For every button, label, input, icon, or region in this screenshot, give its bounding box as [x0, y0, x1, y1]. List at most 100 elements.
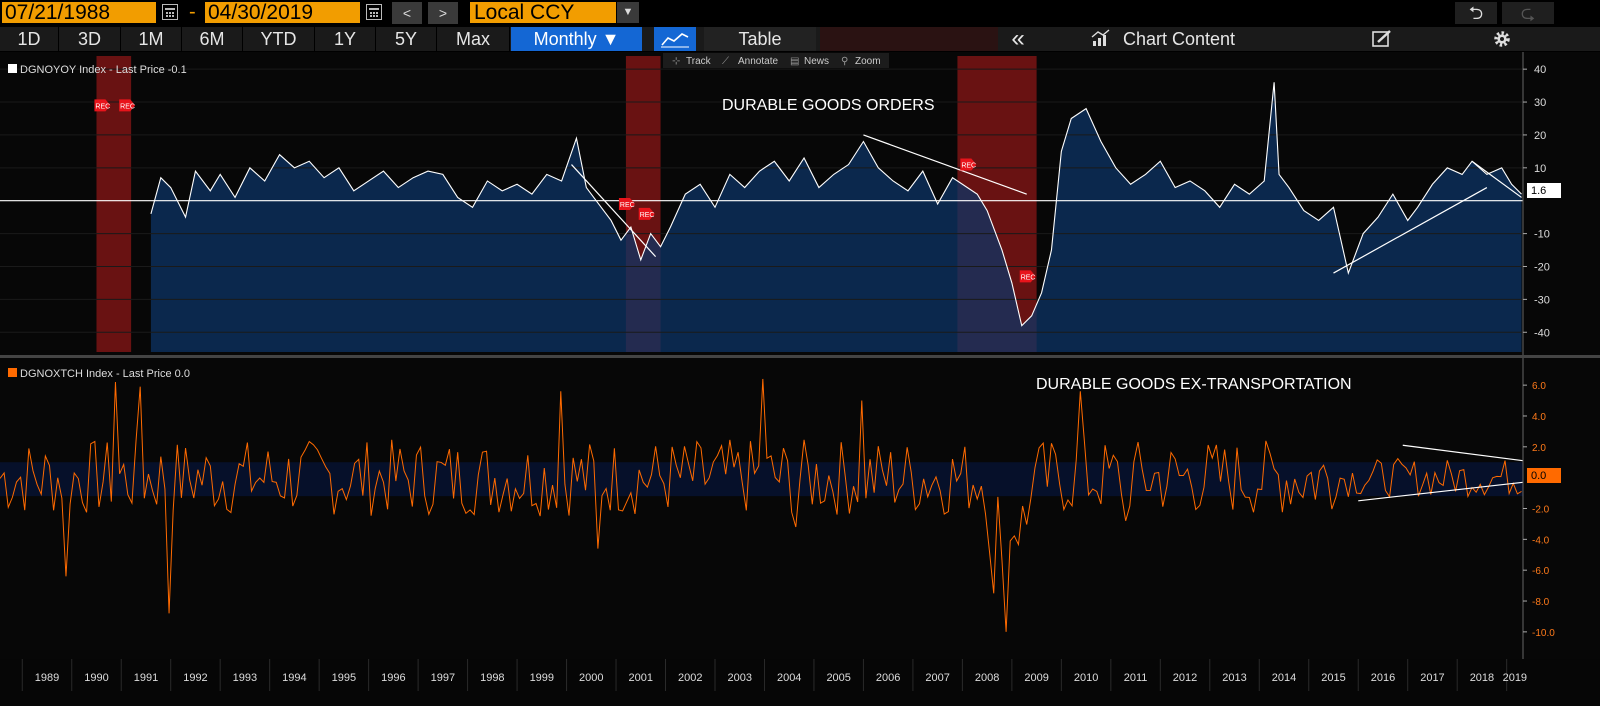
- legend-top: DGNOYOY Index - Last Price -0.1: [20, 64, 187, 76]
- rec-marker-shape: [638, 207, 655, 220]
- rec-marker-label: REC: [1021, 274, 1036, 281]
- period-1y[interactable]: 1Y: [315, 27, 376, 51]
- period-6m[interactable]: 6M: [182, 27, 243, 51]
- tool-zoom[interactable]: Zoom: [855, 56, 881, 67]
- x-tick-label: 1991: [134, 672, 158, 684]
- rec-marker-shape: [960, 158, 977, 171]
- line-chart-icon[interactable]: [654, 27, 696, 51]
- x-tick-label: 2010: [1074, 672, 1098, 684]
- rec-marker-label: REC: [120, 103, 135, 110]
- trendline: [571, 164, 657, 258]
- last-price-tag-top: 1.6: [1527, 183, 1561, 198]
- series-line-dgnoyoy: [150, 82, 1522, 327]
- x-tick-label: 2000: [579, 672, 603, 684]
- tool-annotate[interactable]: Annotate: [738, 56, 778, 67]
- x-tick-label: 2001: [629, 672, 653, 684]
- frequency-monthly-dropdown[interactable]: Monthly ▼: [511, 27, 642, 51]
- trendline: [1358, 481, 1524, 502]
- x-tick-label: 2019: [1503, 672, 1527, 684]
- x-tick-label: 1997: [431, 672, 455, 684]
- gear-icon[interactable]: [1490, 27, 1514, 51]
- chart-content-button[interactable]: Chart Content: [1114, 27, 1284, 51]
- rec-marker-shape: [618, 198, 635, 210]
- x-tick-label: 2013: [1222, 672, 1246, 684]
- undo-button[interactable]: ⮌: [1455, 2, 1497, 24]
- rec-marker-label: REC: [620, 202, 635, 209]
- end-date-field[interactable]: 04/30/2019: [205, 2, 360, 24]
- trendline: [863, 134, 1027, 195]
- y-tick-label: -40: [1534, 327, 1550, 339]
- x-tick-label: 2014: [1272, 672, 1296, 684]
- durable-goods-ex-transport-chart[interactable]: DGNOXTCH Index - Last Price 0.0 DURABLE …: [0, 358, 1600, 659]
- svg-text:1.6: 1.6: [1531, 185, 1546, 197]
- rec-marker-shape: [1019, 270, 1036, 283]
- period-5y[interactable]: 5Y: [376, 27, 437, 51]
- period-ytd[interactable]: YTD: [243, 27, 315, 51]
- y-tick-label: 2.0: [1532, 443, 1546, 454]
- period-1m[interactable]: 1M: [121, 27, 182, 51]
- chart-background: [0, 358, 1600, 659]
- x-tick-label: 2002: [678, 672, 702, 684]
- x-tick-label: 2018: [1470, 672, 1494, 684]
- calendar-icon[interactable]: [366, 4, 382, 20]
- rec-marker-label: REC: [961, 163, 976, 170]
- calendar-icon[interactable]: [162, 4, 178, 20]
- currency-select[interactable]: Local CCY: [470, 2, 616, 24]
- period-max[interactable]: Max: [437, 27, 510, 51]
- collapse-panel-button[interactable]: «: [1000, 27, 1036, 51]
- x-tick-label: 1998: [480, 672, 504, 684]
- x-tick-label: 2009: [1024, 672, 1048, 684]
- period-toolbar: 1D 3D 1M 6M YTD 1Y 5Y Max Monthly ▼ Tabl…: [0, 27, 1600, 51]
- x-tick-label: 1994: [282, 672, 306, 684]
- tool-track[interactable]: Track: [686, 56, 712, 67]
- track-icon: ⊹: [672, 56, 680, 67]
- chart-tools: ⊹ Track ⟋ Annotate ▤ News ⚲ Zoom: [663, 53, 889, 68]
- y-tick-label: -6.0: [1532, 566, 1550, 577]
- x-tick-label: 2006: [876, 672, 900, 684]
- edit-icon[interactable]: [1370, 27, 1394, 51]
- top-plot-area: REC REC REC REC REC REC: [0, 56, 1523, 353]
- tool-news[interactable]: News: [804, 56, 829, 67]
- pane-divider[interactable]: [0, 355, 1600, 358]
- period-3d[interactable]: 3D: [59, 27, 121, 51]
- x-tick-label: 1992: [183, 672, 207, 684]
- next-period-button[interactable]: >: [428, 2, 458, 24]
- y-tick-label: 10: [1534, 163, 1546, 175]
- chart-content-icon: [1090, 27, 1112, 51]
- y-tick-label: -20: [1534, 261, 1550, 273]
- y-tick-label: -10: [1534, 229, 1550, 241]
- y-tick-label: 4.0: [1532, 412, 1546, 423]
- x-tick-label: 1996: [381, 672, 405, 684]
- chevron-down-icon[interactable]: ▼: [617, 2, 639, 23]
- bottom-y-axis: 6.0 4.0 2.0 -2.0 -4.0 -6.0 -8.0 -10.0: [1522, 358, 1555, 659]
- rec-marker: REC: [1019, 270, 1036, 283]
- x-tick-label: 1999: [530, 672, 554, 684]
- x-tick-label: 2007: [925, 672, 949, 684]
- legend-bottom: DGNOXTCH Index - Last Price 0.0: [20, 368, 190, 380]
- durable-goods-orders-chart[interactable]: REC REC REC REC REC REC ⊹ Track ⟋ Annotate ▤ …: [0, 52, 1600, 356]
- x-tick-label: 2003: [727, 672, 751, 684]
- zoom-icon: ⚲: [841, 56, 848, 67]
- start-date-field[interactable]: 07/21/1988: [2, 2, 156, 24]
- trendline: [1471, 160, 1522, 198]
- period-1d[interactable]: 1D: [0, 27, 59, 51]
- rec-marker-shape: [119, 99, 136, 112]
- rec-marker: REC: [618, 198, 635, 210]
- x-tick-label: 2008: [975, 672, 999, 684]
- x-tick-label: 2016: [1371, 672, 1395, 684]
- bottom-plot-area: [0, 378, 1524, 632]
- legend-swatch-white: [8, 64, 17, 73]
- x-tick-label: 1990: [84, 672, 108, 684]
- x-tick-label: 2005: [826, 672, 850, 684]
- y-tick-label: -2.0: [1532, 505, 1550, 516]
- spacer: [820, 27, 998, 51]
- prev-period-button[interactable]: <: [392, 2, 422, 24]
- annotate-icon: ⟋: [722, 56, 729, 67]
- redo-button[interactable]: ⮎: [1502, 2, 1554, 24]
- x-tick-label: 1993: [233, 672, 257, 684]
- annotation-durable-goods-ex-transportation: DURABLE GOODS EX-TRANSPORTATION: [1036, 376, 1352, 393]
- table-button[interactable]: Table: [704, 27, 816, 51]
- x-tick-label: 1989: [35, 672, 59, 684]
- y-tick-label: 30: [1534, 97, 1546, 109]
- rec-marker: REC: [638, 207, 655, 220]
